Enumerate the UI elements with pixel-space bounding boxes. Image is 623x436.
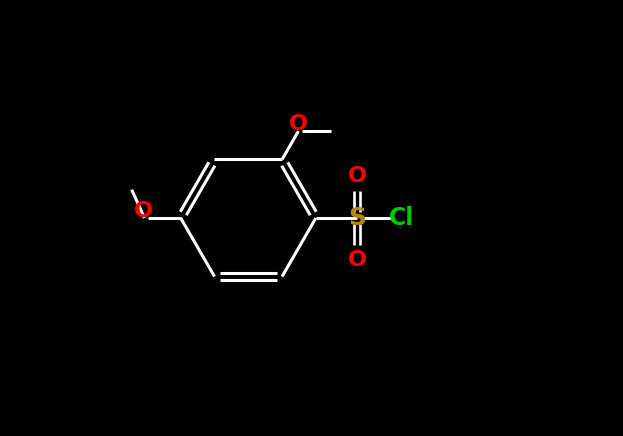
Text: O: O xyxy=(134,201,153,221)
Text: S: S xyxy=(348,206,366,230)
Text: O: O xyxy=(348,166,367,186)
Text: O: O xyxy=(348,250,367,270)
Text: Cl: Cl xyxy=(389,206,414,230)
Text: O: O xyxy=(289,114,308,134)
